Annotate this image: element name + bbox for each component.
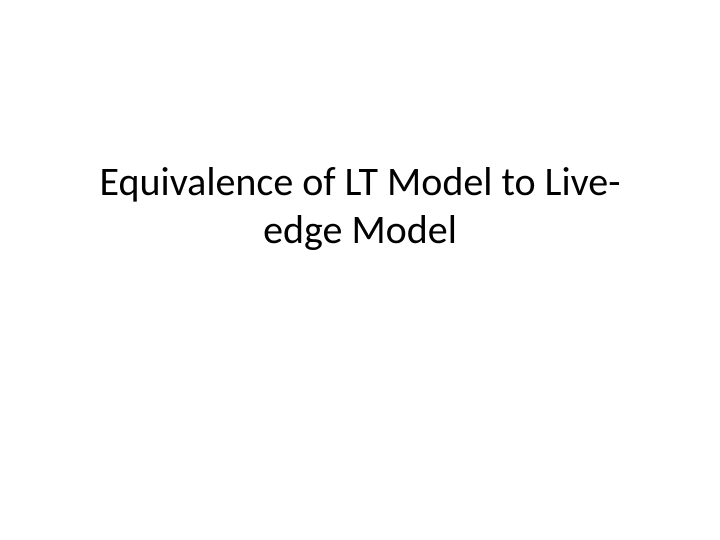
slide: Equivalence of LT Model to Live-edge Mod… — [0, 0, 720, 540]
slide-title: Equivalence of LT Model to Live-edge Mod… — [0, 158, 720, 254]
